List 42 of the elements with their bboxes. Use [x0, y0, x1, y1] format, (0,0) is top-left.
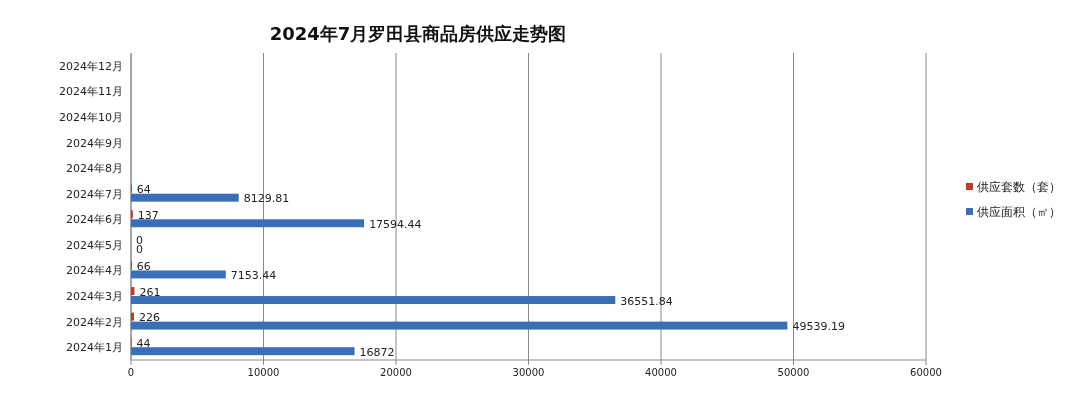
x-tick-label: 40000 [645, 367, 677, 378]
y-tick-label: 2024年12月 [59, 59, 123, 73]
data-label: 226 [138, 311, 160, 325]
data-label: 137 [137, 208, 159, 222]
data-label: 44 [136, 336, 151, 350]
y-tick-label: 2024年8月 [66, 162, 123, 176]
y-tick-label: 2024年4月 [66, 264, 123, 278]
data-label: 36551.84 [620, 294, 673, 308]
bar [131, 270, 226, 279]
y-tick-label: 2024年1月 [66, 341, 123, 355]
data-label: 17594.44 [369, 217, 422, 231]
y-tick-label: 2024年2月 [66, 315, 123, 329]
x-tick-label: 60000 [910, 367, 942, 378]
y-tick-label: 2024年6月 [66, 213, 123, 227]
x-tick-label: 0 [127, 367, 135, 378]
data-label: 7153.44 [230, 268, 277, 282]
data-label: 49539.19 [792, 320, 845, 334]
bar [131, 347, 355, 356]
data-label: 66 [136, 259, 151, 273]
y-tick-label: 2024年11月 [59, 85, 123, 99]
y-tick-label: 2024年9月 [66, 136, 123, 150]
bar [131, 312, 134, 321]
x-tick-label: 20000 [380, 367, 412, 378]
y-tick-label: 2024年5月 [66, 238, 123, 252]
bar [131, 321, 788, 330]
bar [131, 219, 365, 228]
legend-label: 供应面积（㎡） [977, 205, 1061, 219]
x-tick-label: 10000 [247, 367, 280, 378]
data-label: 64 [136, 183, 151, 197]
data-label: 261 [139, 285, 161, 299]
legend-label: 供应套数（套） [977, 180, 1061, 194]
bar [131, 193, 239, 202]
chart-title: 2024年7月罗田县商品房供应走势图 [269, 23, 567, 44]
data-label: 16872 [359, 345, 395, 359]
y-tick-label: 2024年10月 [59, 110, 123, 124]
data-label: 8129.81 [243, 192, 290, 206]
y-tick-label: 2024年3月 [66, 290, 123, 304]
x-tick-label: 50000 [777, 367, 810, 378]
bar [131, 296, 616, 304]
y-tick-label: 2024年7月 [66, 187, 123, 201]
x-tick-label: 30000 [512, 367, 545, 378]
data-label: 0 [136, 243, 143, 257]
